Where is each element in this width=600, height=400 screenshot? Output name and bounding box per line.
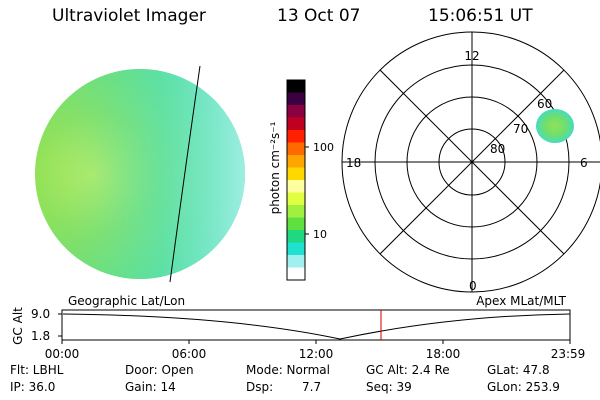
info-gain: Gain: 14	[125, 380, 176, 394]
colorbar-segment	[287, 80, 305, 93]
xtick-1200: 12:00	[299, 347, 334, 361]
info-mode: Mode: Normal	[246, 363, 330, 377]
colorbar-segment	[287, 180, 305, 193]
instrument-title: Ultraviolet Imager	[52, 6, 206, 26]
info-flt: Flt: LBHL	[10, 363, 64, 377]
info-glon: GLon: 253.9	[487, 380, 560, 394]
timeline-ytick-1-8: 1.8	[31, 329, 50, 343]
colorbar-tick-100: 100	[313, 141, 334, 154]
xtick-0000: 00:00	[45, 347, 80, 361]
date-label: 13 Oct 07	[277, 6, 361, 26]
colorbar-segment	[287, 142, 305, 156]
mlt-label-18: 18	[346, 156, 361, 170]
info-dsp-label: Dsp:	[246, 380, 274, 394]
colorbar-segment	[287, 130, 305, 143]
geographic-label: Geographic Lat/Lon	[68, 294, 185, 308]
colorbar-segment	[287, 255, 305, 268]
mlt-label-0: 0	[469, 279, 477, 293]
colorbar	[286, 79, 306, 281]
colorbar-unit-label: photon cm⁻²s⁻¹	[268, 121, 282, 214]
mlt-label-12: 12	[464, 49, 479, 63]
info-dsp-value: 7.7	[302, 380, 322, 394]
colorbar-segment	[287, 117, 305, 131]
lat-label-80: 80	[490, 142, 505, 156]
auroral-oval-patch	[536, 109, 574, 143]
apex-label: Apex MLat/MLT	[476, 294, 566, 308]
colorbar-segment	[287, 242, 305, 256]
xtick-0600: 06:00	[172, 347, 207, 361]
info-door: Door: Open	[125, 363, 194, 377]
colorbar-segment	[287, 167, 305, 181]
colorbar-segment	[287, 217, 305, 231]
colorbar-segment	[287, 105, 305, 118]
time-label: 15:06:51 UT	[428, 6, 533, 26]
timeline-ytick-9: 9.0	[31, 307, 50, 321]
terminator-line	[169, 65, 201, 283]
xtick-2359: 23:59	[551, 347, 586, 361]
colorbar-segment	[287, 267, 305, 281]
colorbar-segment	[287, 155, 305, 168]
lat-label-60: 60	[537, 97, 552, 111]
xtick-1800: 18:00	[426, 347, 461, 361]
colorbar-border	[286, 79, 306, 281]
altitude-curve	[62, 313, 571, 340]
lat-label-70: 70	[513, 122, 528, 136]
info-ip: IP: 36.0	[10, 380, 56, 394]
info-seq: Seq: 39	[366, 380, 412, 394]
colorbar-tick-10: 10	[313, 228, 327, 241]
colorbar-segment	[287, 92, 305, 106]
timeline-y-label: GC Alt	[11, 307, 25, 345]
mlt-label-6: 6	[580, 156, 588, 170]
colorbar-segment	[287, 205, 305, 218]
colorbar-segment	[287, 192, 305, 206]
earth-disk-image	[35, 65, 245, 283]
timeline-box	[61, 309, 571, 341]
colorbar-segment	[287, 230, 305, 243]
polar-plot	[341, 31, 600, 293]
info-glat: GLat: 47.8	[487, 363, 550, 377]
info-gc-alt: GC Alt: 2.4 Re	[366, 363, 450, 377]
